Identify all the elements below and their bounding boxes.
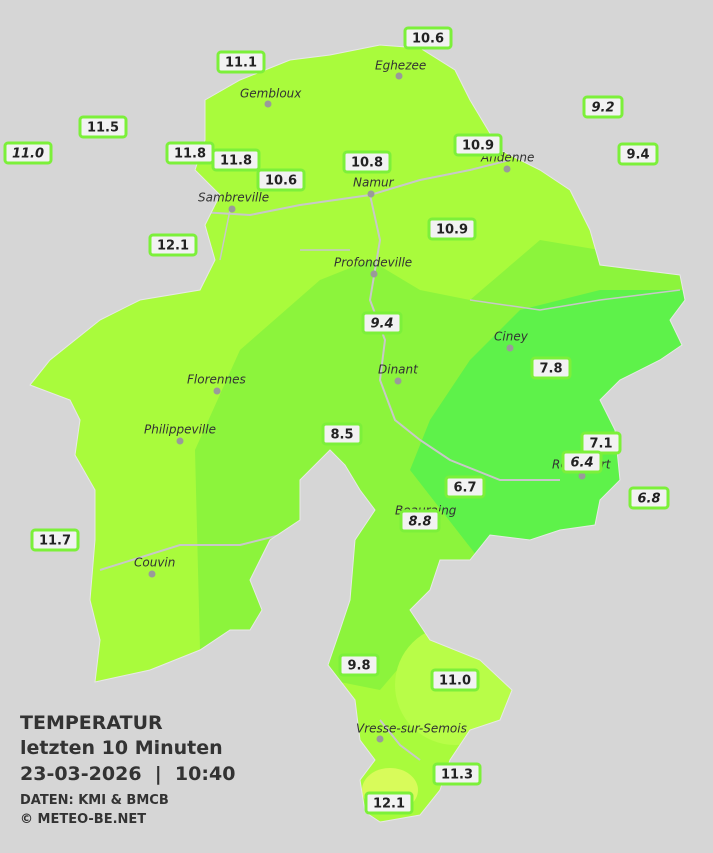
station-label: 7.1 xyxy=(589,437,612,452)
station-label: 10.9 xyxy=(462,139,494,154)
town-label: Namur xyxy=(353,176,395,190)
town-label: Gembloux xyxy=(240,87,302,101)
town-dot xyxy=(503,165,511,173)
subtitle-line: letzten 10 Minuten xyxy=(20,737,223,759)
station-box xyxy=(321,422,363,446)
station-label: 11.1 xyxy=(225,56,257,71)
town-dot xyxy=(395,72,403,80)
station-box xyxy=(399,509,441,533)
station-box xyxy=(617,142,659,166)
station-box xyxy=(78,115,128,139)
station-label: 10.6 xyxy=(265,174,297,189)
town-dot xyxy=(376,735,384,743)
station-box xyxy=(3,141,53,165)
station-box xyxy=(430,668,480,692)
town-dot xyxy=(506,344,514,352)
station-label: 12.1 xyxy=(157,239,189,254)
station-label: 10.9 xyxy=(436,223,468,238)
copyright-line: © METEO-BE.NET xyxy=(20,812,146,827)
towns: EghezeeGemblouxAndenneNamurSambrevillePr… xyxy=(134,59,612,743)
town-dot xyxy=(370,270,378,278)
station-label: 6.4 xyxy=(570,456,593,471)
station-label: 6.7 xyxy=(453,481,476,496)
station-label: 12.1 xyxy=(373,797,405,812)
town-dot xyxy=(394,377,402,385)
station-box xyxy=(338,653,380,677)
station-label: 11.7 xyxy=(39,534,71,549)
station-box xyxy=(444,475,486,499)
station-label: 11.5 xyxy=(87,121,119,136)
town-label: Dinant xyxy=(378,363,419,377)
station-box xyxy=(582,95,624,119)
station-box xyxy=(561,450,603,474)
stations: 10.6 11.1 9.2 11.5 11.0 9.4 11.8 11.8 10.9 10.8 10… xyxy=(3,26,670,815)
station-box xyxy=(403,26,453,50)
station-label: 9.4 xyxy=(370,317,393,332)
town-dot xyxy=(213,387,221,395)
station-label: 11.8 xyxy=(220,154,252,169)
town-label: Philippeville xyxy=(144,423,216,437)
station-label: 8.5 xyxy=(330,428,353,443)
station-label: 8.8 xyxy=(408,515,431,530)
station-label: 11.3 xyxy=(441,768,473,783)
station-label: 11.0 xyxy=(439,674,471,689)
station-box xyxy=(427,217,477,241)
station-box xyxy=(361,311,403,335)
town-dot xyxy=(264,100,272,108)
station-box xyxy=(30,528,80,552)
station-label: 10.6 xyxy=(412,32,444,47)
town-dot xyxy=(176,437,184,445)
station-box xyxy=(530,356,572,380)
date-line: 23-03-2026 | 10:40 xyxy=(20,763,235,785)
station-label: 9.2 xyxy=(591,101,614,116)
station-box xyxy=(211,148,261,172)
station-box xyxy=(453,133,503,157)
station-box xyxy=(628,486,670,510)
town-dot xyxy=(578,472,586,480)
station-box xyxy=(364,791,414,815)
station-label: 9.8 xyxy=(347,659,370,674)
source-line: DATEN: KMI & BMCB xyxy=(20,793,169,808)
station-box xyxy=(342,150,392,174)
town-label: Couvin xyxy=(134,556,175,570)
station-box xyxy=(148,233,198,257)
station-label: 6.8 xyxy=(637,492,660,507)
town-label: Florennes xyxy=(187,373,246,387)
station-box xyxy=(216,50,266,74)
title-line: TEMPERATUR xyxy=(20,712,163,734)
town-dot xyxy=(367,190,375,198)
town-label: Profondeville xyxy=(334,256,412,270)
town-dot xyxy=(228,205,236,213)
station-label: 11.0 xyxy=(12,147,44,162)
station-box xyxy=(256,168,306,192)
town-dot xyxy=(148,570,156,578)
station-label: 9.4 xyxy=(626,148,649,163)
town-label: Sambreville xyxy=(198,191,269,205)
town-label: Vresse-sur-Semois xyxy=(356,722,467,736)
legend-title: TEMPERATUR letzten 10 Minuten 23-03-2026… xyxy=(20,712,235,827)
border-line xyxy=(219,209,681,311)
station-label: 7.8 xyxy=(539,362,562,377)
town-label: Ciney xyxy=(494,330,529,344)
station-label: 10.8 xyxy=(351,156,383,171)
station-box xyxy=(432,762,482,786)
station-label: 11.8 xyxy=(174,147,206,162)
town-label: Eghezee xyxy=(375,59,426,73)
